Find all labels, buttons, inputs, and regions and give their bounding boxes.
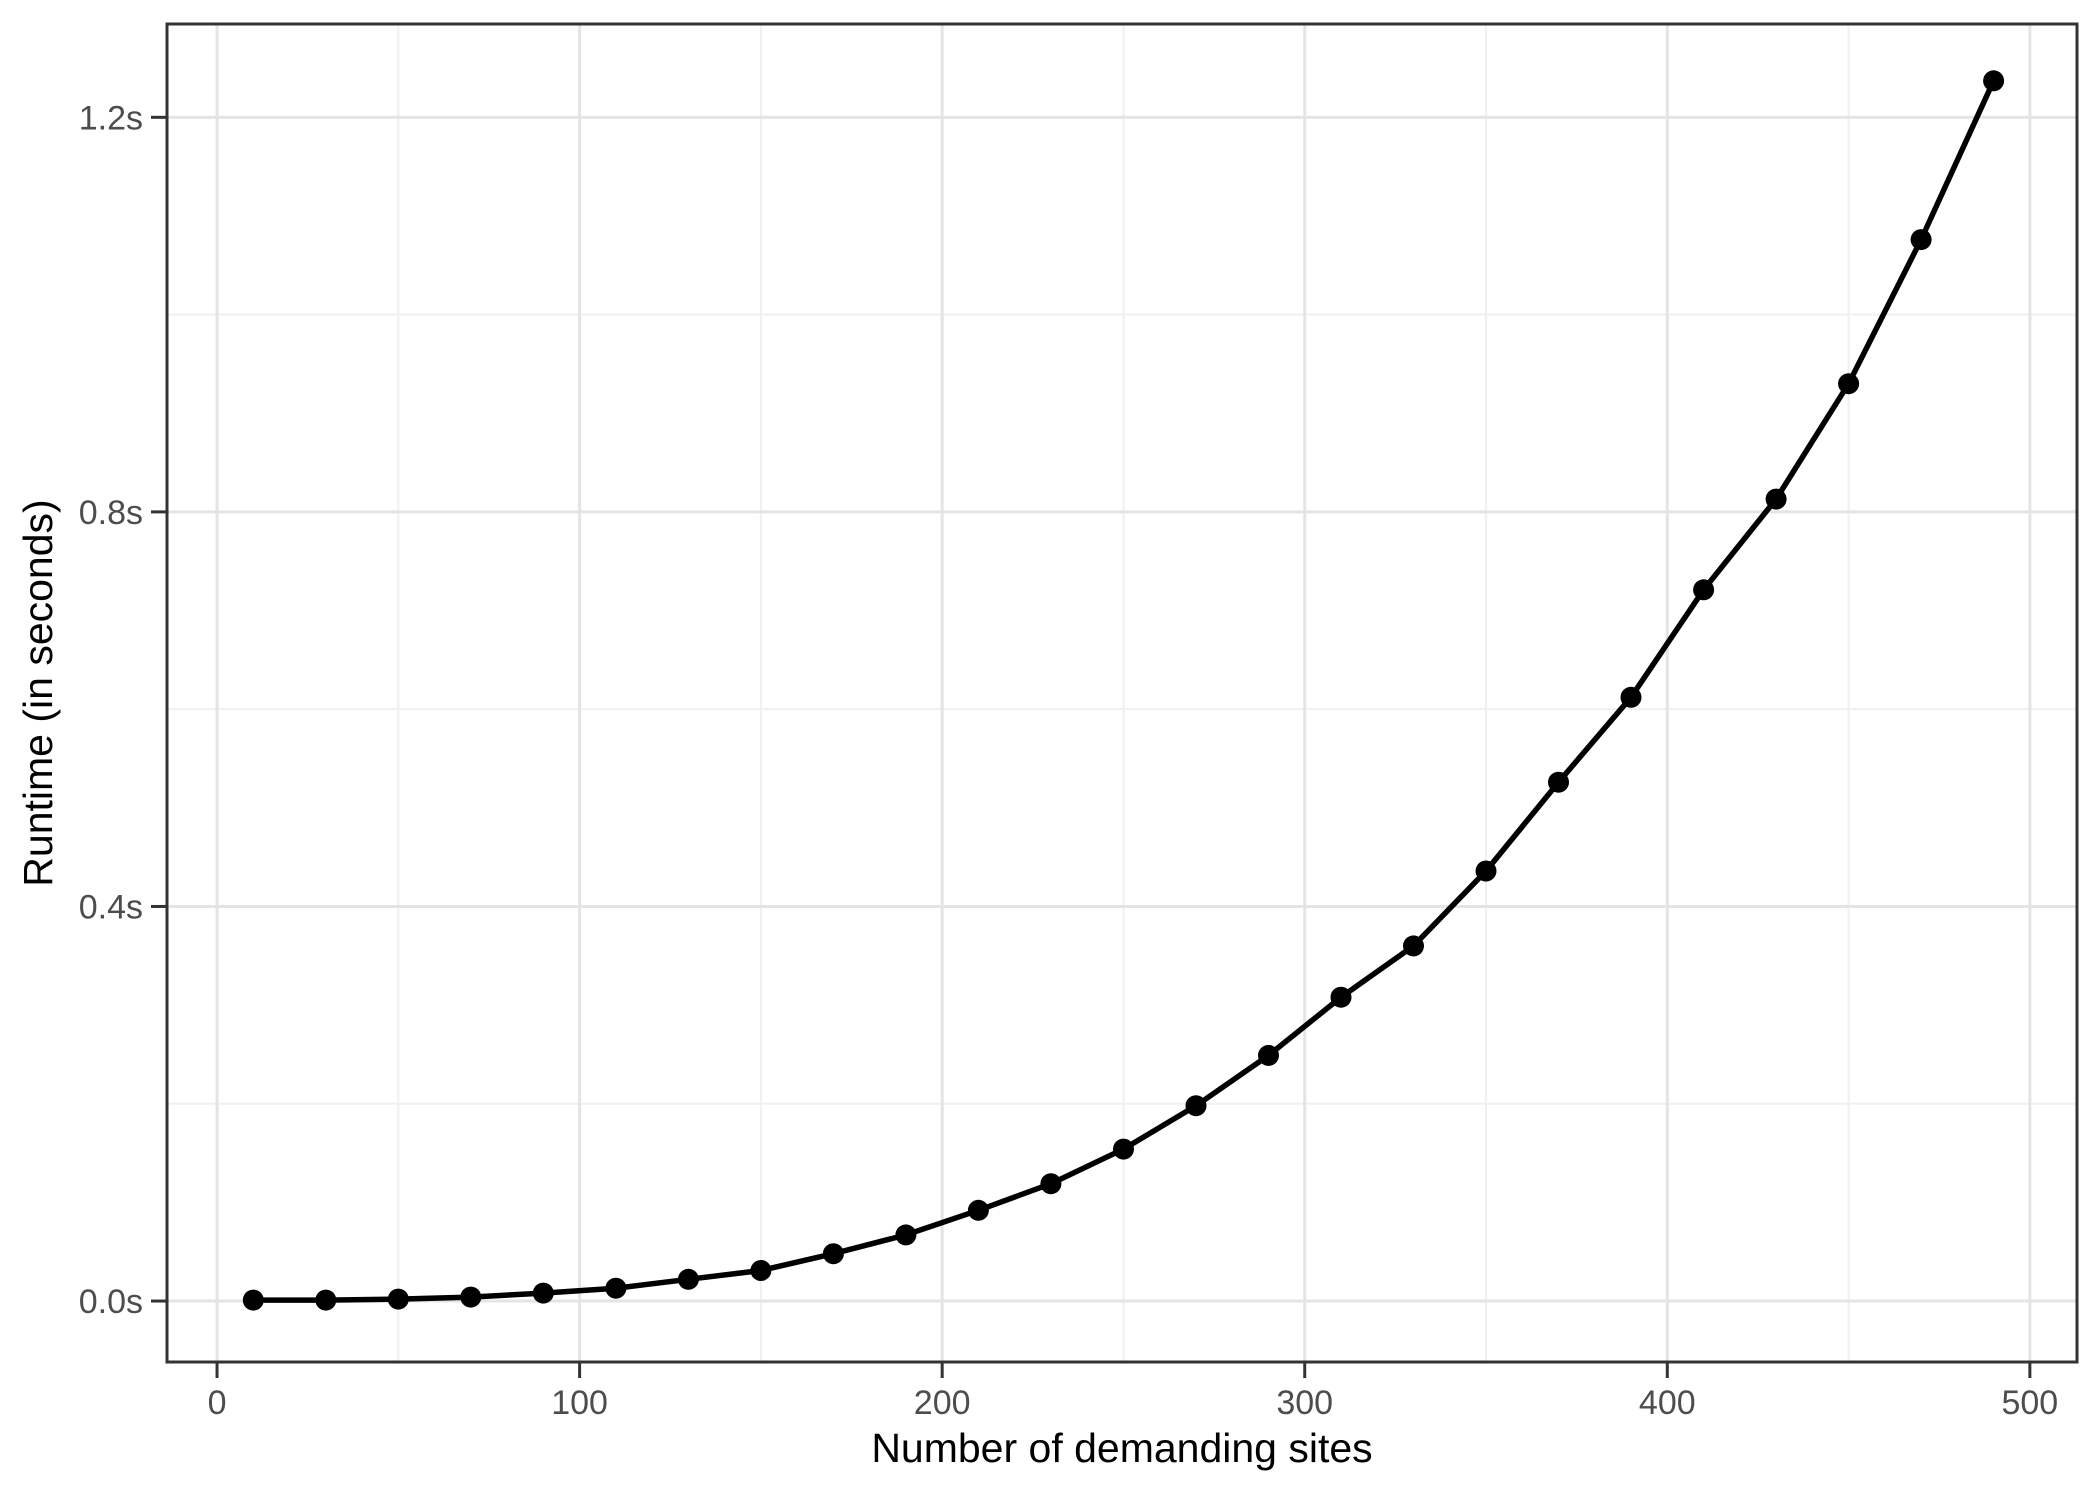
data-point bbox=[1620, 686, 1642, 708]
data-point bbox=[750, 1260, 772, 1281]
data-point bbox=[895, 1224, 917, 1246]
data-point bbox=[1548, 771, 1569, 793]
data-point bbox=[1765, 488, 1787, 510]
minor-gridlines bbox=[167, 24, 2077, 1362]
x-tick-label: 300 bbox=[1276, 1384, 1333, 1422]
data-point bbox=[1330, 986, 1352, 1008]
data-point bbox=[315, 1289, 337, 1311]
x-tick-label: 500 bbox=[2001, 1384, 2058, 1422]
data-point bbox=[967, 1199, 989, 1221]
data-point bbox=[242, 1289, 264, 1311]
y-tick-label: 1.2s bbox=[79, 99, 143, 137]
x-axis-title: Number of demanding sites bbox=[871, 1425, 1372, 1471]
y-axis-title: Runtime (in seconds) bbox=[15, 499, 61, 886]
x-tick-label: 100 bbox=[551, 1384, 608, 1422]
axis-tick-marks bbox=[151, 115, 2032, 1378]
major-gridlines bbox=[167, 24, 2077, 1362]
data-point bbox=[1258, 1044, 1279, 1066]
data-point bbox=[1040, 1173, 1062, 1195]
data-point bbox=[1403, 935, 1424, 957]
x-tick-label: 200 bbox=[914, 1384, 971, 1422]
data-point bbox=[605, 1277, 627, 1299]
axis-tick-labels: 0 100 200 300 400 500 0.0s 0.4s 0.8s 1.2s bbox=[79, 99, 2058, 1422]
data-point bbox=[1838, 373, 1860, 395]
data-point bbox=[387, 1288, 409, 1310]
data-point bbox=[460, 1286, 482, 1308]
data-point bbox=[1185, 1095, 1207, 1117]
x-tick-label: 0 bbox=[208, 1384, 227, 1422]
data-point bbox=[1910, 229, 1932, 251]
y-tick-label: 0.4s bbox=[79, 888, 143, 926]
x-tick-label: 400 bbox=[1639, 1384, 1696, 1422]
data-series-layer bbox=[242, 70, 2005, 1311]
data-point bbox=[1693, 579, 1715, 601]
data-point bbox=[1113, 1138, 1134, 1160]
data-point bbox=[677, 1268, 699, 1290]
data-point bbox=[1475, 860, 1497, 882]
data-point bbox=[532, 1282, 554, 1304]
data-point bbox=[1983, 70, 2005, 92]
panel-border bbox=[165, 22, 2079, 1364]
y-tick-label: 0.0s bbox=[79, 1283, 143, 1321]
data-point bbox=[822, 1243, 844, 1265]
y-tick-label: 0.8s bbox=[79, 494, 143, 532]
